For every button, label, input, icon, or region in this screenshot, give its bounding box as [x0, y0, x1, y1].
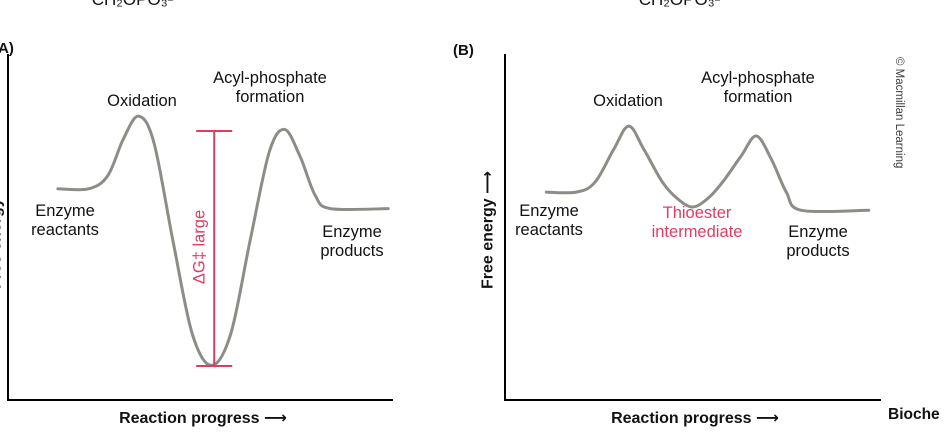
panel-b-products-line2: products [786, 242, 850, 260]
panel-b-yaxis-label: Free energy ⟶ [479, 170, 497, 290]
panel-a-xaxis-label: Reaction progress ⟶ [119, 410, 287, 427]
panel-a-peak2-line1: Acyl-phosphate [213, 69, 327, 87]
panel-b-peak1-label: Oxidation [593, 92, 663, 110]
cropped-caption-text: Bioche [888, 406, 940, 423]
panel-b-xaxis-label: Reaction progress ⟶ [611, 410, 779, 427]
panel-a-peak1-label: Oxidation [107, 92, 177, 110]
panel-b-peak2-line1: Acyl-phosphate [701, 69, 815, 87]
panel-a-delta-g-label: ΔG‡ large [190, 209, 209, 285]
panel-b-peak2-label: Acyl-phosphate formation [701, 69, 815, 107]
panel-b-products-line1: Enzyme [788, 223, 848, 241]
panel-a-yaxis-label: Free energy ⟶ [0, 171, 5, 290]
panel-b-thioester-label: Thioester intermediate [652, 204, 743, 242]
panel-b-reactants-label: Enzyme reactants [515, 202, 583, 240]
panel-a-peak2-label: Acyl-phosphate formation [213, 69, 327, 107]
panel-a-reactants-line2: reactants [31, 221, 99, 239]
panel-a-letter: (A) [0, 40, 14, 57]
panel-a-products-label: Enzyme products [320, 223, 383, 261]
panel-a-peak2-line2: formation [235, 88, 305, 106]
panel-a-products-line1: Enzyme [322, 223, 382, 241]
formula-b: CH₂OPO₃²⁻ [639, 0, 730, 9]
panel-a-products-line2: products [320, 242, 384, 260]
formula-a: CH₂OPO₃²⁻ [92, 0, 183, 9]
panel-b-products-label: Enzyme products [786, 223, 849, 261]
panel-b-thioester-line1: Thioester [662, 204, 732, 222]
delta-g-bracket [196, 130, 233, 368]
panel-a-reactants-label: Enzyme reactants [31, 202, 99, 240]
panel-b-reactants-line2: reactants [515, 221, 583, 239]
panel-b-thioester-line2: intermediate [651, 223, 743, 241]
panel-b-curve [544, 124, 871, 214]
panel-b-reactants-line1: Enzyme [519, 202, 579, 220]
macmillan-credit: © Macmillan Learning [893, 57, 905, 169]
panel-b-letter: (B) [453, 42, 474, 59]
panel-a-reactants-line1: Enzyme [35, 202, 95, 220]
panel-b-peak2-line2: formation [723, 88, 793, 106]
